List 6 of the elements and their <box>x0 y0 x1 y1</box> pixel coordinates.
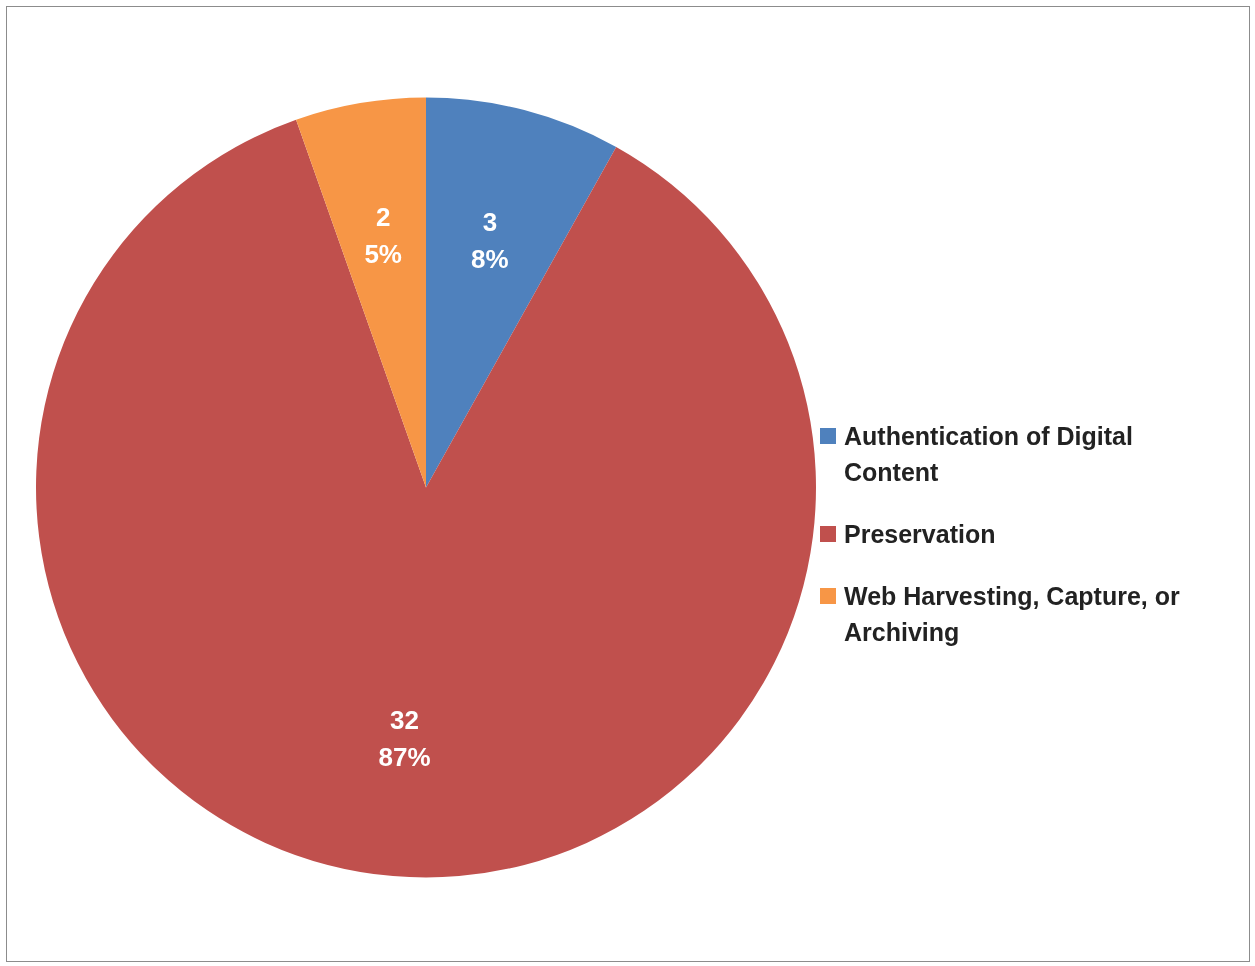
data-label: 2 5% <box>364 202 402 270</box>
legend-label: Preservation <box>844 519 996 550</box>
data-label: 3 8% <box>471 206 509 274</box>
data-label: 32 87% <box>378 704 431 772</box>
legend-label: Web Harvesting, Capture, or Archiving <box>844 581 1181 648</box>
legend-label: Authentication of Digital Content <box>844 421 1134 488</box>
